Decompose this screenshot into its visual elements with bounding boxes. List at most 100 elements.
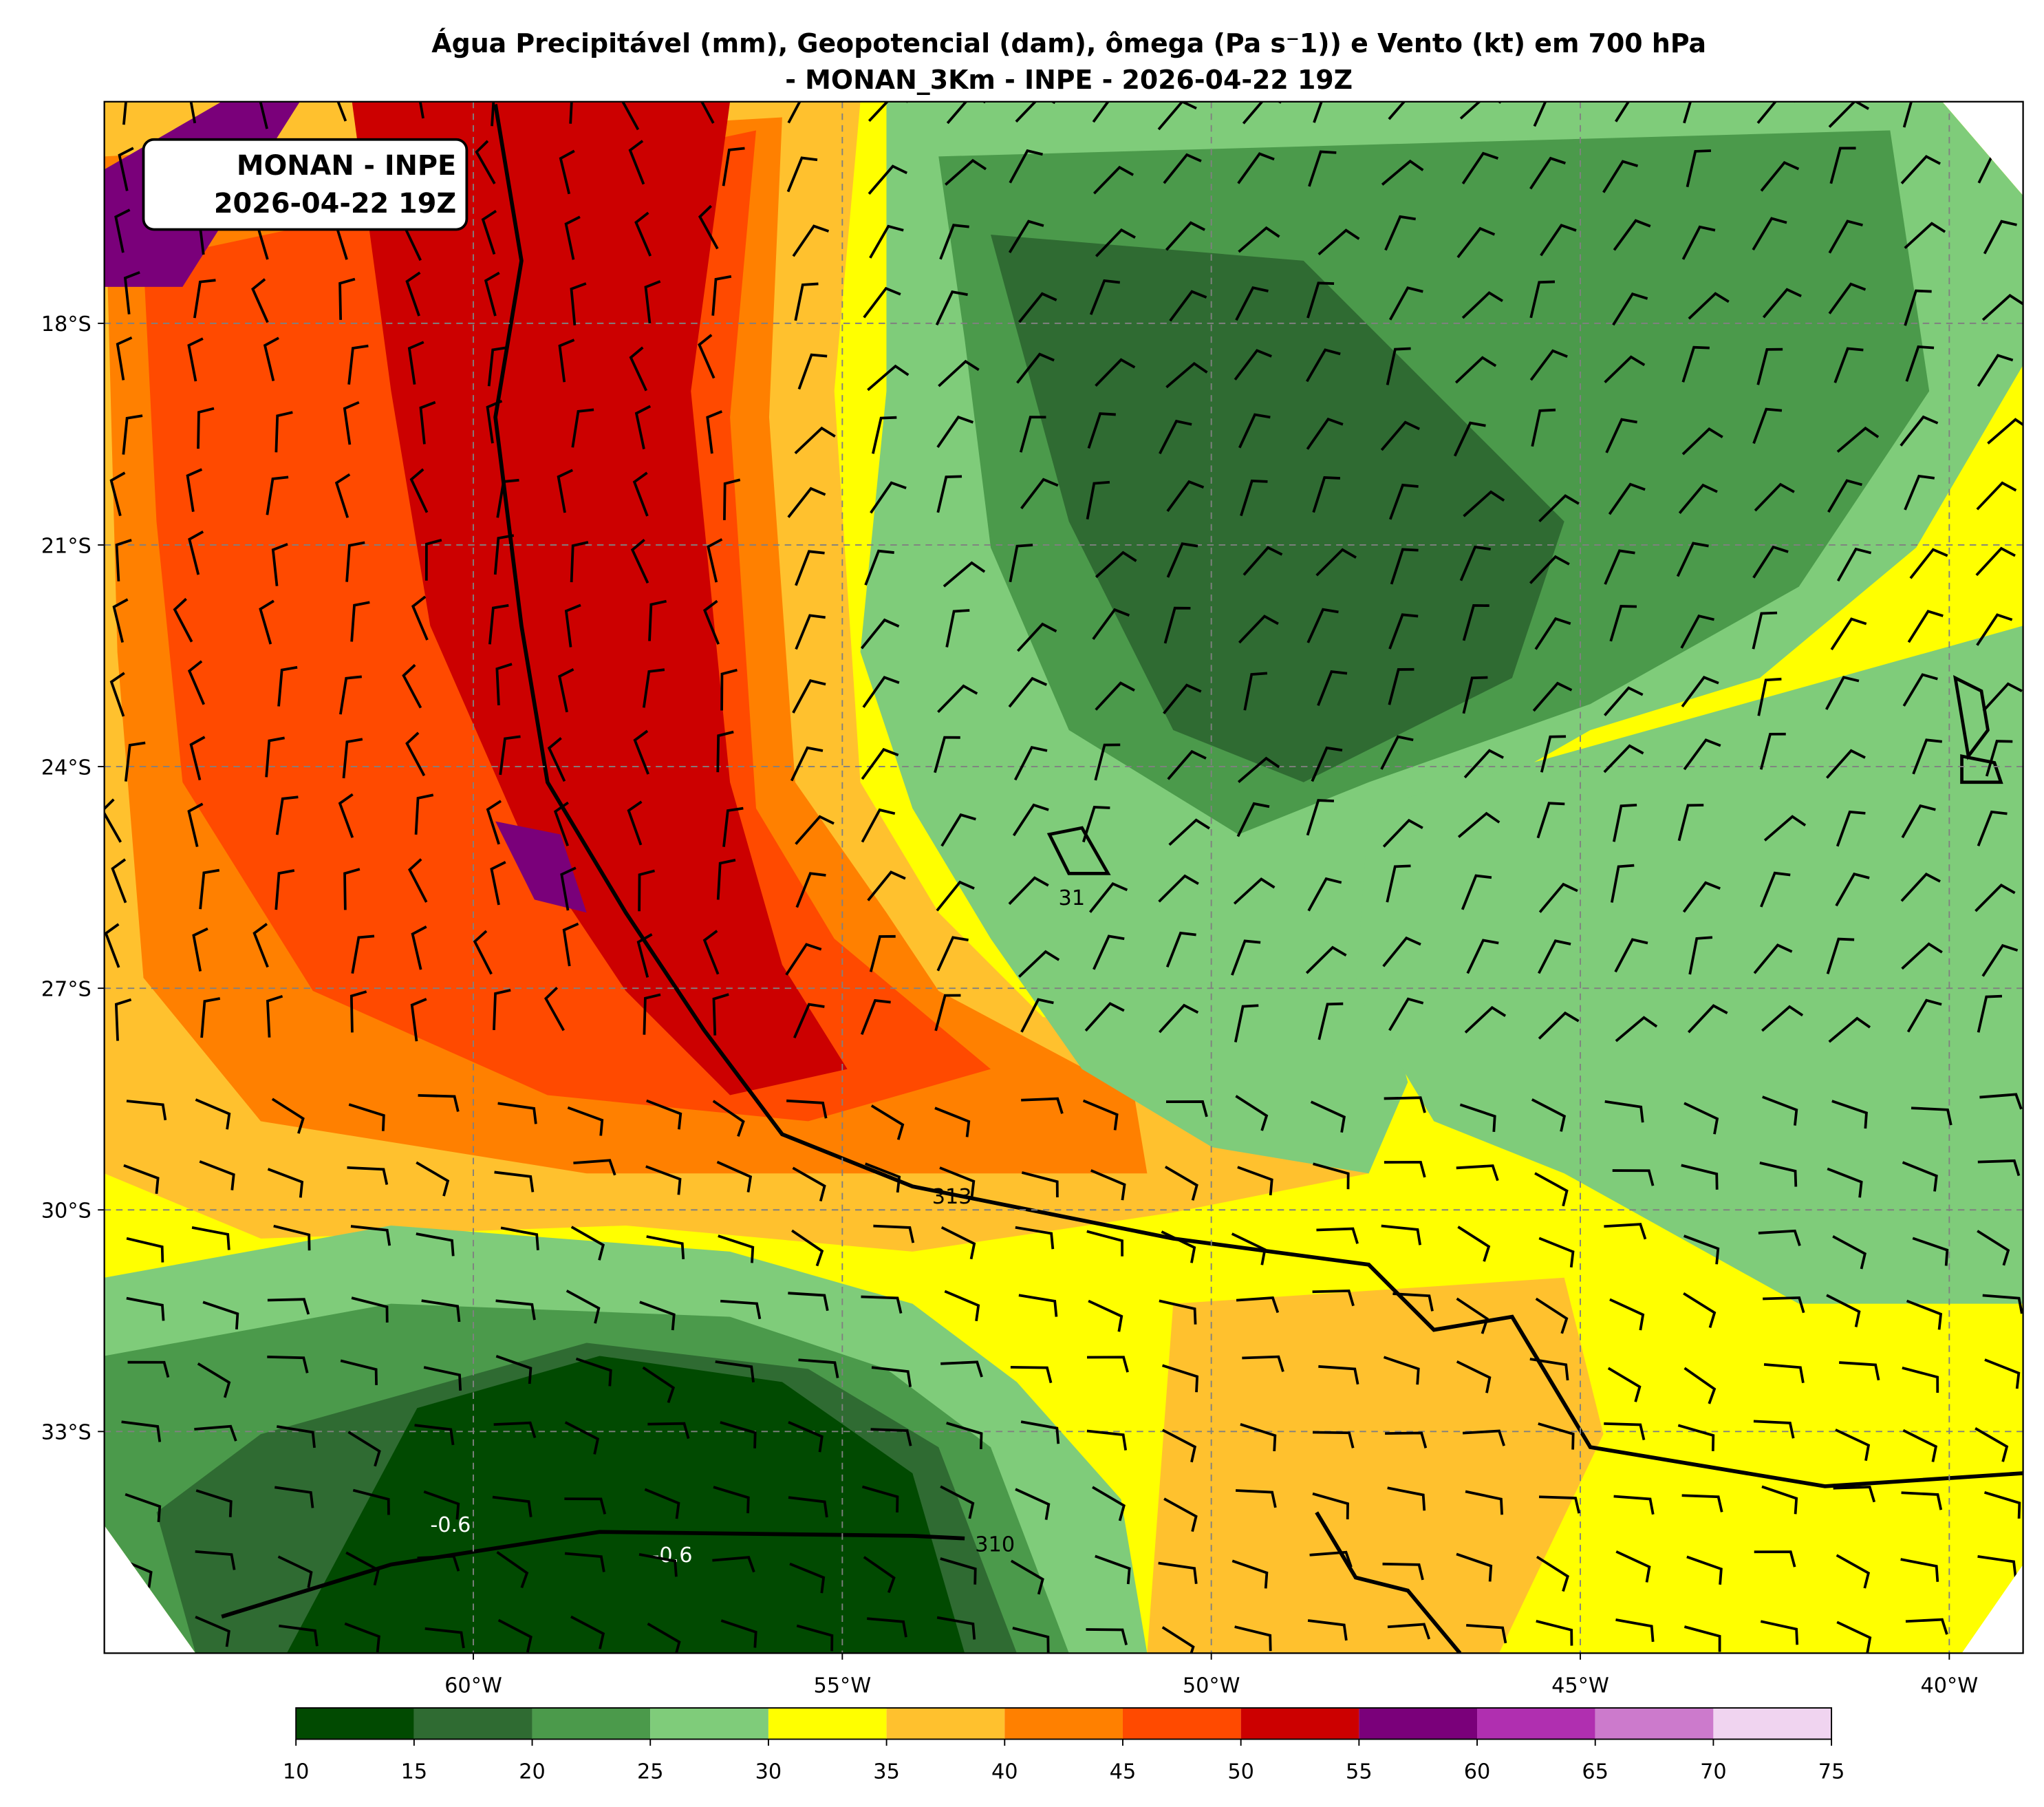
colorbar-swatch [413,1708,532,1740]
wind-barb [1015,1226,1055,1250]
map-frame [103,100,2024,1654]
wind-barb [1020,478,1059,510]
wind-barb [407,341,424,385]
wind-barb [1683,1102,1719,1135]
wind-barb [493,989,511,1030]
colorbar: 10 15 20 25 30 35 40 45 50 55 60 65 70 75 [283,1707,1844,1784]
wind-barb [1462,603,1489,641]
wind-barb [112,598,129,643]
wind-barb [1161,1230,1196,1263]
wind-barb [869,934,896,972]
wind-barb [1759,732,1786,770]
wind-barb [940,1557,977,1585]
wind-barb [1529,555,1570,584]
wind-barb [115,538,132,581]
wind-barb [1238,226,1280,253]
wind-barb [494,1170,535,1193]
wind-barb [421,1299,461,1323]
wind-barb [1833,347,1864,383]
wind-barb [1688,936,1713,975]
wind-barb [273,1224,311,1251]
wind-barb [1237,1166,1273,1196]
field: 313 310 -0.6 -0.6 31 [104,101,2023,1654]
wind-barb [123,270,140,314]
colorbar-label: 50 [1227,1760,1254,1784]
wind-barb [1614,938,1648,973]
wind-barb [558,339,575,383]
wind-barb [1902,673,1938,707]
wind-barb [644,280,661,324]
wind-barb [1977,994,2003,1033]
wind-barb [1461,151,1499,184]
wind-barb [1092,608,1130,640]
wind-barb [1976,613,2013,646]
wind-barb [1904,222,1946,249]
wind-barb [1682,881,1721,913]
wind-barb [1987,418,2023,445]
wind-barb [575,1357,612,1387]
wind-barb [109,471,126,517]
wind-barb [193,279,216,319]
wind-barb [567,1106,604,1136]
wind-barb [1909,548,1948,579]
contour [1952,675,2003,784]
wind-barb [1385,1431,1428,1448]
wind-barb [1164,1165,1198,1201]
wind-barb [642,1366,676,1403]
wind-barb [121,1420,162,1442]
wind-barb [1465,1490,1503,1515]
wind-barb [1676,542,1709,577]
wind-barb [473,930,493,975]
wind-barb [1388,613,1419,650]
wind-barb [639,1301,676,1331]
wind-barb [1900,155,1941,184]
wind-barb [1686,149,1712,188]
wind-barb [703,599,720,645]
x-tick-label: 55°W [813,1674,871,1698]
wind-barb [347,1431,381,1467]
wind-barb [723,478,741,520]
wind-barb [940,1226,976,1260]
wind-barb [1536,802,1565,839]
wind-barb [1540,224,1577,257]
wind-barb [1615,101,1651,122]
colorbar-swatch [1713,1708,1832,1740]
y-tick-label: 27°S [41,978,92,1002]
colorbar-swatch [768,1708,887,1740]
wind-barb [716,859,736,900]
wind-barb [1761,1485,1798,1515]
wind-barb [1165,361,1208,389]
wind-barb [1093,165,1134,195]
wind-barb [1534,1172,1569,1207]
wind-barb [1832,1235,1867,1270]
wind-barb [1317,228,1360,256]
wind-barb [787,486,826,518]
colorbar-label: 45 [1110,1760,1137,1784]
wind-barb [1683,1625,1721,1652]
wind-barb [642,668,665,708]
wind-barb [1683,101,1710,124]
wind-barb [111,858,127,903]
wind-barb [1534,617,1571,650]
wind-barb [1233,877,1276,905]
wind-barb [415,101,432,119]
wind-barb [628,140,645,185]
wind-barb [124,741,146,782]
wind-barb [277,1425,316,1448]
wind-barb [940,1360,983,1378]
wind-barb [871,1366,912,1387]
wind-barb [1086,1628,1128,1645]
wind-barb [1234,349,1272,381]
wind-barb [934,1106,971,1137]
wind-barb [867,1617,907,1638]
wind-barb [636,933,653,978]
y-tick-label: 21°S [41,534,92,558]
wind-barb [1388,997,1424,1031]
wind-barb [265,736,285,778]
wind-barb [1975,884,2016,912]
contour [1046,826,1111,875]
wind-barb [418,1093,460,1112]
wind-barb [405,271,421,317]
wind-barb [698,204,719,250]
wind-barb [794,282,819,321]
